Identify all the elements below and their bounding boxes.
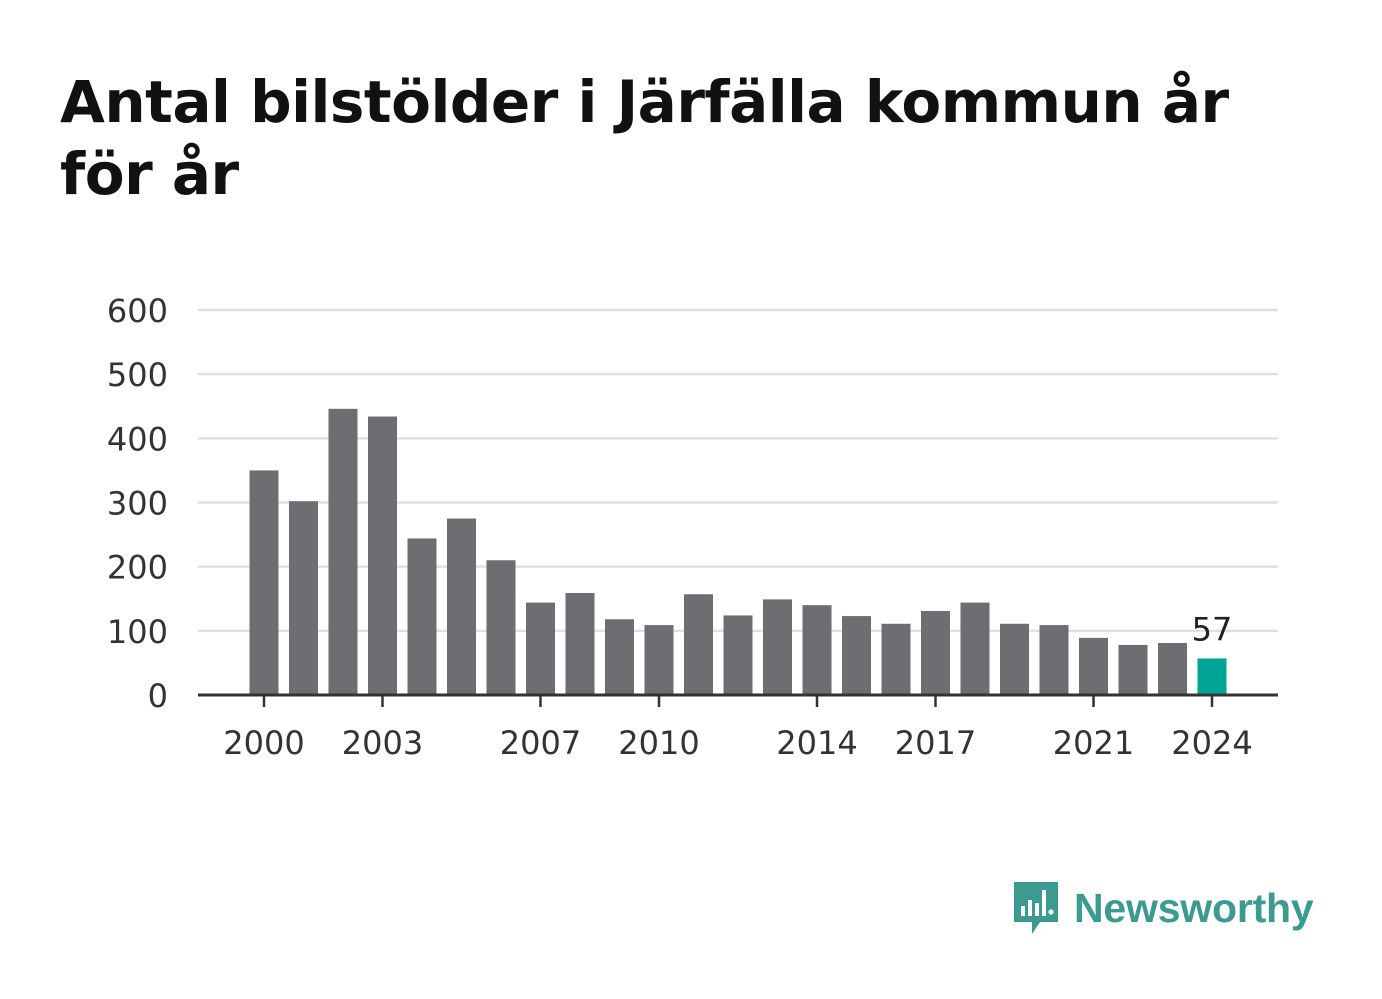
y-axis-ticks: 0 100 200 300 400 500 600 [107,292,168,715]
data-labels: 57 [1192,610,1233,648]
y-tick-label: 300 [107,485,168,523]
bar-2013 [763,599,792,695]
bars [249,408,1227,695]
grid-lines [198,308,1278,633]
y-tick-label: 600 [107,292,168,330]
x-tick-label: 2017 [895,724,976,762]
y-tick-label: 100 [107,613,168,651]
chart-title: Antal bilstölder i Järfälla kommun år fö… [60,68,1229,208]
bar-2023 [1158,643,1187,695]
bar-2005 [447,518,476,695]
bar-2014 [802,605,832,695]
x-tick-label: 2003 [342,724,423,762]
bar-2019 [1000,623,1029,695]
x-tick-label: 2010 [618,724,699,762]
y-tick-label: 200 [107,549,168,587]
bar-2010 [644,625,674,695]
bar-2024 [1197,658,1227,695]
y-tick-label: 400 [107,420,168,458]
bar-2004 [407,538,437,695]
bar-2016 [881,623,911,695]
bar-2020 [1039,625,1069,695]
bar-2003 [368,416,397,695]
bar-2021 [1079,637,1108,695]
y-tick-label: 500 [107,356,168,394]
logo-text: Newsworthy [1074,884,1314,931]
x-tick-label: 2024 [1171,724,1252,762]
bar-2000 [249,470,279,695]
bar-2002 [328,408,358,695]
bar-2012 [723,615,753,695]
x-tick-label: 2014 [776,724,857,762]
bar-2009 [605,619,634,695]
x-tick-label: 2000 [223,724,304,762]
newsworthy-logo: Newsworthy [1010,878,1314,938]
bar-2018 [960,602,990,695]
x-tick-label: 2021 [1053,724,1134,762]
bar-2006 [486,560,516,695]
bar-2011 [684,594,713,695]
newsworthy-logo-icon [1014,882,1058,934]
bar-2008 [565,592,595,695]
x-tick-label: 2007 [500,724,581,762]
data-label-highlight: 57 [1192,610,1233,648]
bar-2001 [289,501,318,695]
x-axis-ticks: 2000 2003 2007 2010 2014 2017 2021 2024 [223,695,1253,762]
bar-2017 [921,610,950,695]
y-tick-label: 0 [148,677,168,715]
bar-2015 [842,616,871,695]
bar-2007 [526,602,555,695]
bar-2022 [1118,644,1148,695]
